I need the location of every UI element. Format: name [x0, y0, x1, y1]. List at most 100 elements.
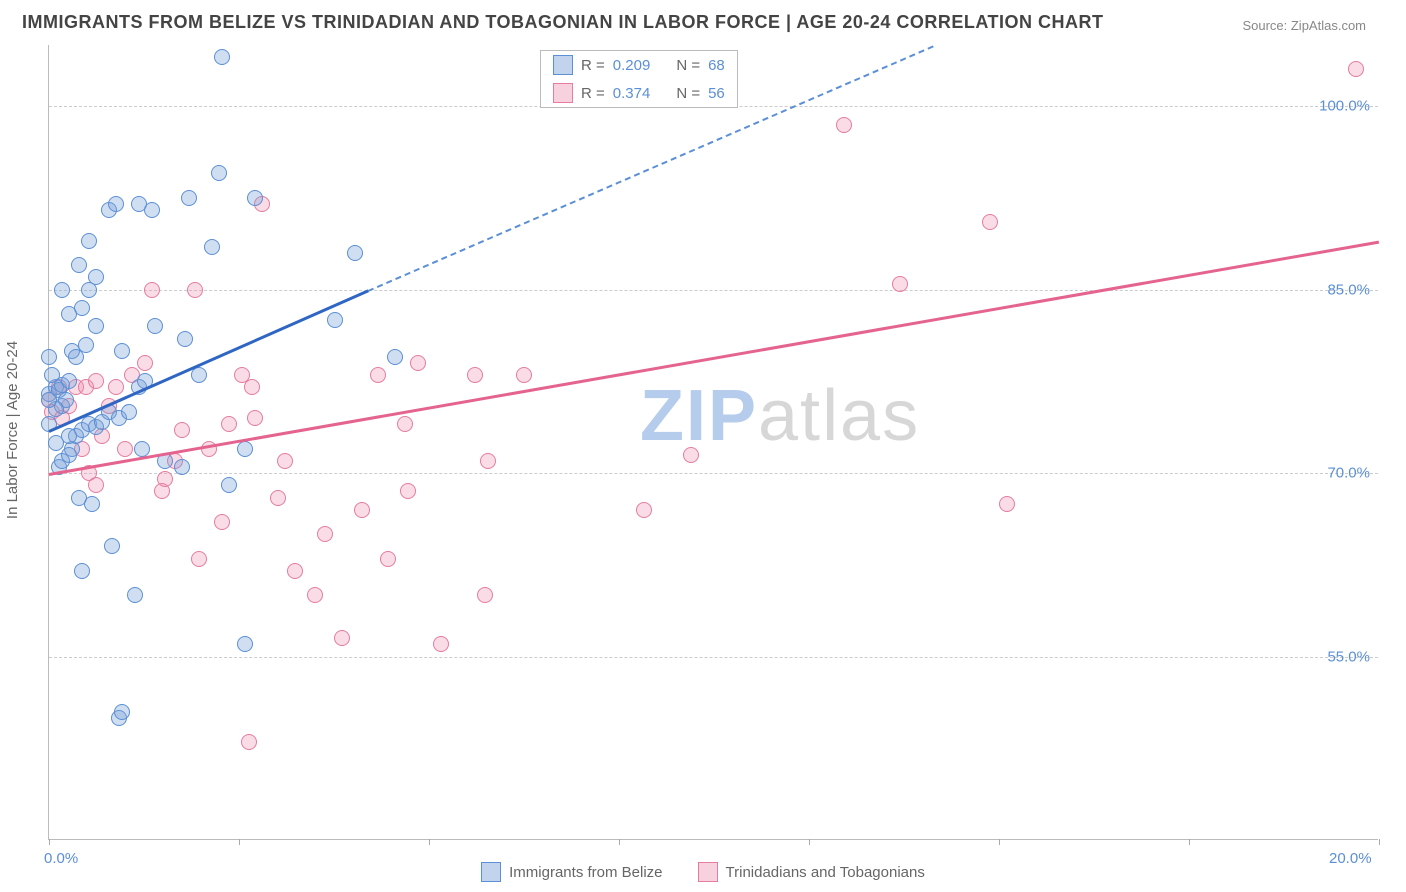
data-point	[204, 239, 220, 255]
data-point	[410, 355, 426, 371]
x-tick	[619, 839, 620, 845]
data-point	[127, 587, 143, 603]
n-label: N =	[676, 85, 700, 102]
data-point	[181, 190, 197, 206]
y-tick-label: 55.0%	[1327, 648, 1370, 665]
swatch-pink-icon	[553, 83, 573, 103]
chart-title: IMMIGRANTS FROM BELIZE VS TRINIDADIAN AN…	[22, 12, 1104, 33]
data-point	[387, 349, 403, 365]
data-point	[241, 734, 257, 750]
data-point	[44, 367, 60, 383]
r-value: 0.374	[613, 85, 651, 102]
legend-label: Trinidadians and Tobagonians	[726, 864, 925, 881]
data-point	[636, 502, 652, 518]
data-point	[137, 355, 153, 371]
x-tick	[999, 839, 1000, 845]
data-point	[61, 447, 77, 463]
data-point	[999, 496, 1015, 512]
data-point	[211, 165, 227, 181]
data-point	[433, 636, 449, 652]
data-point	[114, 343, 130, 359]
data-point	[467, 367, 483, 383]
data-point	[477, 587, 493, 603]
data-point	[144, 282, 160, 298]
data-point	[191, 551, 207, 567]
data-point	[108, 196, 124, 212]
x-tick	[239, 839, 240, 845]
scatter-plot: 55.0%70.0%85.0%100.0%0.0%20.0%	[48, 45, 1378, 840]
legend-label: Immigrants from Belize	[509, 864, 662, 881]
data-point	[892, 276, 908, 292]
gridline	[49, 290, 1378, 291]
data-point	[247, 190, 263, 206]
data-point	[982, 214, 998, 230]
data-point	[88, 373, 104, 389]
data-point	[71, 257, 87, 273]
x-tick	[49, 839, 50, 845]
swatch-blue-icon	[553, 55, 573, 75]
r-label: R =	[581, 85, 605, 102]
data-point	[54, 282, 70, 298]
data-point	[1348, 61, 1364, 77]
data-point	[683, 447, 699, 463]
data-point	[177, 331, 193, 347]
data-point	[221, 416, 237, 432]
r-label: R =	[581, 57, 605, 74]
r-value: 0.209	[613, 57, 651, 74]
data-point	[244, 379, 260, 395]
data-point	[104, 538, 120, 554]
data-point	[61, 373, 77, 389]
data-point	[836, 117, 852, 133]
swatch-blue-icon	[481, 862, 501, 882]
data-point	[307, 587, 323, 603]
data-point	[147, 318, 163, 334]
data-point	[108, 379, 124, 395]
data-point	[214, 49, 230, 65]
data-point	[117, 441, 133, 457]
correlation-legend: R = 0.209 N = 68 R = 0.374 N = 56	[540, 50, 738, 108]
data-point	[114, 704, 130, 720]
data-point	[317, 526, 333, 542]
data-point	[74, 563, 90, 579]
data-point	[270, 490, 286, 506]
data-point	[327, 312, 343, 328]
data-point	[277, 453, 293, 469]
data-point	[397, 416, 413, 432]
n-label: N =	[676, 57, 700, 74]
data-point	[400, 483, 416, 499]
data-point	[247, 410, 263, 426]
data-point	[41, 349, 57, 365]
x-tick	[809, 839, 810, 845]
data-point	[370, 367, 386, 383]
data-point	[334, 630, 350, 646]
data-point	[157, 471, 173, 487]
x-tick	[1379, 839, 1380, 845]
legend-item-blue: Immigrants from Belize	[481, 862, 662, 882]
data-point	[221, 477, 237, 493]
trend-line	[49, 241, 1380, 476]
y-tick-label: 100.0%	[1319, 98, 1370, 115]
series-legend: Immigrants from Belize Trinidadians and …	[0, 862, 1406, 882]
source-label: Source: ZipAtlas.com	[1242, 18, 1366, 33]
swatch-pink-icon	[698, 862, 718, 882]
data-point	[174, 422, 190, 438]
y-axis-title: In Labor Force | Age 20-24	[4, 341, 21, 519]
x-tick	[429, 839, 430, 845]
y-tick-label: 85.0%	[1327, 281, 1370, 298]
n-value: 68	[708, 57, 725, 74]
data-point	[41, 392, 57, 408]
data-point	[380, 551, 396, 567]
data-point	[237, 636, 253, 652]
data-point	[134, 441, 150, 457]
trend-line	[48, 290, 368, 433]
data-point	[187, 282, 203, 298]
y-tick-label: 70.0%	[1327, 465, 1370, 482]
data-point	[81, 233, 97, 249]
legend-row-pink: R = 0.374 N = 56	[541, 79, 737, 107]
data-point	[237, 441, 253, 457]
data-point	[84, 496, 100, 512]
n-value: 56	[708, 85, 725, 102]
data-point	[287, 563, 303, 579]
data-point	[214, 514, 230, 530]
gridline	[49, 657, 1378, 658]
